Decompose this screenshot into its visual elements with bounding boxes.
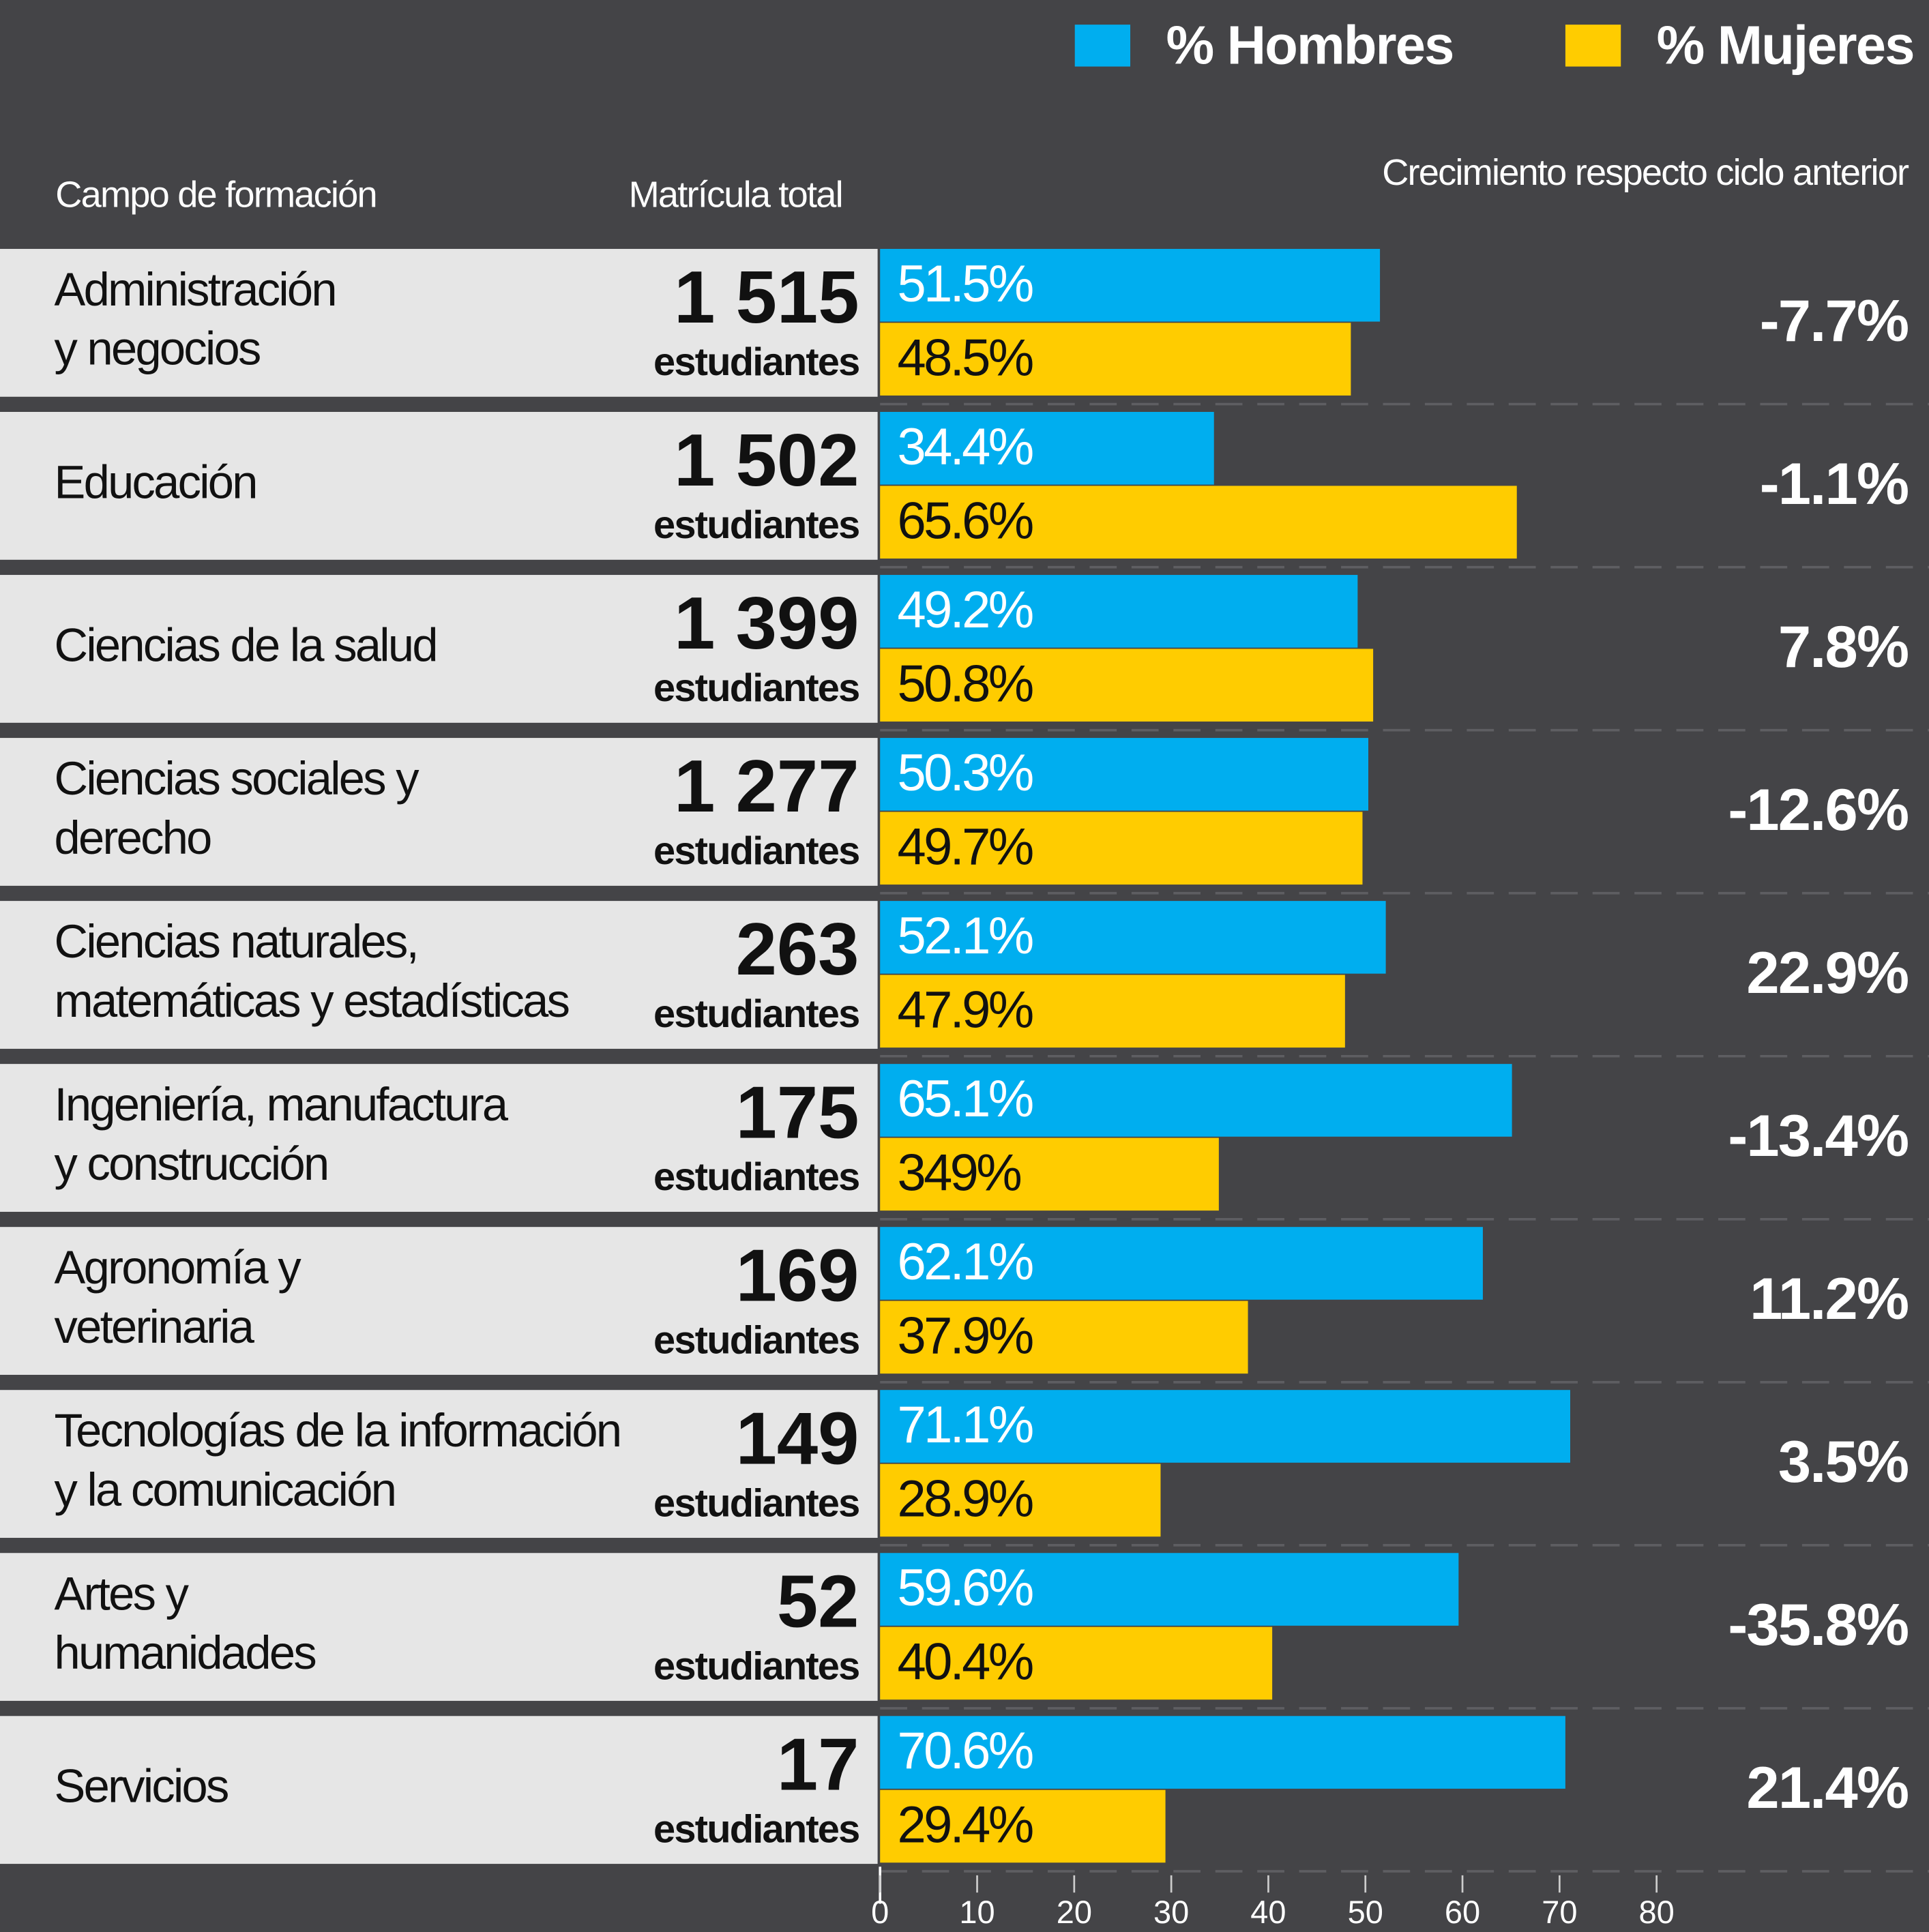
value-label: 59.6% xyxy=(898,1559,1033,1617)
total-value: 263 xyxy=(736,908,859,990)
value-label: 65.1% xyxy=(898,1070,1033,1128)
x-tick-label: 40 xyxy=(1250,1894,1286,1930)
chart: Campo de formación Matrícula total Creci… xyxy=(0,0,1929,1932)
value-label: 50.3% xyxy=(898,744,1033,802)
growth-label: -7.7% xyxy=(1760,288,1909,354)
value-label: 47.9% xyxy=(898,981,1033,1039)
value-label: 51.5% xyxy=(898,255,1033,313)
x-tick-label: 70 xyxy=(1542,1894,1577,1930)
growth-label: 21.4% xyxy=(1746,1755,1908,1821)
total-value: 169 xyxy=(736,1234,859,1316)
value-label: 28.9% xyxy=(898,1470,1033,1528)
header-category: Campo de formación xyxy=(55,174,377,215)
legend-swatch xyxy=(1075,25,1130,66)
total-unit: estudiantes xyxy=(653,829,859,873)
x-tick-label: 80 xyxy=(1639,1894,1675,1930)
category-label: Ciencias de la salud xyxy=(55,619,437,672)
growth-label: -13.4% xyxy=(1728,1103,1908,1169)
value-label: 50.8% xyxy=(898,655,1033,713)
value-label: 70.6% xyxy=(898,1722,1033,1780)
value-label: 349% xyxy=(898,1144,1021,1202)
value-label: 48.5% xyxy=(898,329,1033,387)
x-tick-label: 10 xyxy=(959,1894,995,1930)
value-label: 40.4% xyxy=(898,1633,1033,1691)
category-label: Educación xyxy=(55,456,256,509)
x-tick-label: 20 xyxy=(1057,1894,1092,1930)
total-unit: estudiantes xyxy=(653,666,859,710)
total-value: 1 399 xyxy=(674,582,859,664)
total-unit: estudiantes xyxy=(653,1807,859,1851)
total-value: 1 502 xyxy=(674,419,859,501)
value-label: 71.1% xyxy=(898,1396,1033,1454)
growth-label: 11.2% xyxy=(1750,1266,1908,1332)
value-label: 52.1% xyxy=(898,907,1033,965)
value-label: 34.4% xyxy=(898,418,1033,476)
value-label: 49.2% xyxy=(898,581,1033,639)
category-label: Servicios xyxy=(55,1760,229,1813)
total-value: 17 xyxy=(777,1723,859,1805)
total-unit: estudiantes xyxy=(653,1644,859,1688)
total-value: 52 xyxy=(777,1560,859,1642)
value-label: 49.7% xyxy=(898,818,1033,876)
x-tick-label: 60 xyxy=(1445,1894,1480,1930)
value-label: 29.4% xyxy=(898,1796,1033,1854)
growth-label: 22.9% xyxy=(1746,940,1908,1006)
total-unit: estudiantes xyxy=(653,340,859,384)
page: Campo de formación Matrícula total Creci… xyxy=(0,0,1929,1932)
value-label: 37.9% xyxy=(898,1307,1033,1365)
growth-label: 7.8% xyxy=(1778,614,1908,680)
header-growth: Crecimiento respecto ciclo anterior xyxy=(1382,152,1909,193)
header-total: Matrícula total xyxy=(629,174,842,215)
total-unit: estudiantes xyxy=(653,992,859,1036)
total-value: 1 515 xyxy=(674,256,859,338)
total-unit: estudiantes xyxy=(653,1155,859,1199)
total-value: 1 277 xyxy=(674,745,859,827)
x-tick-label: 30 xyxy=(1153,1894,1189,1930)
x-tick-label: 0 xyxy=(871,1894,889,1930)
value-label: 65.6% xyxy=(898,492,1033,550)
total-unit: estudiantes xyxy=(653,1318,859,1362)
growth-label: -12.6% xyxy=(1728,777,1908,843)
total-value: 149 xyxy=(736,1397,859,1479)
legend-label: % Hombres xyxy=(1166,14,1453,75)
growth-label: 3.5% xyxy=(1778,1429,1908,1495)
value-label: 62.1% xyxy=(898,1233,1033,1291)
total-unit: estudiantes xyxy=(653,503,859,547)
x-tick-label: 50 xyxy=(1348,1894,1383,1930)
legend-label: % Mujeres xyxy=(1657,14,1914,75)
growth-label: -1.1% xyxy=(1760,451,1909,517)
growth-label: -35.8% xyxy=(1728,1592,1908,1658)
legend-swatch xyxy=(1565,25,1621,66)
total-unit: estudiantes xyxy=(653,1481,859,1525)
total-value: 175 xyxy=(736,1071,859,1153)
